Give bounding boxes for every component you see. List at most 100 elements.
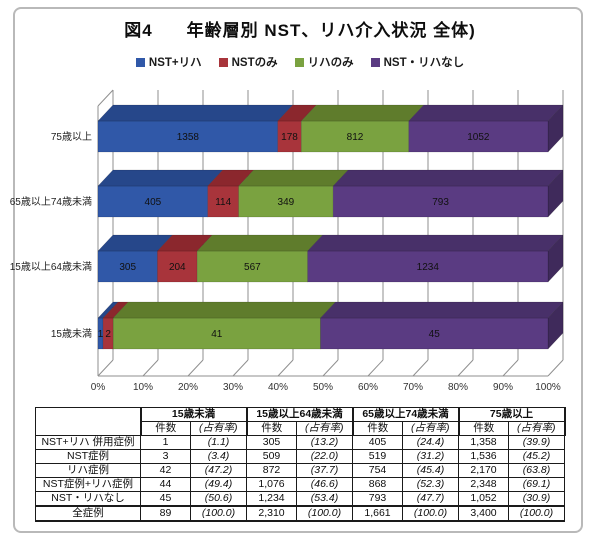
bar-top-face	[332, 169, 564, 187]
subcol-header-count: 件数	[245, 421, 297, 436]
rate-cell: (47.7)	[402, 491, 459, 507]
row-label: NST症例+リハ症例	[35, 477, 141, 492]
x-tick-label: 20%	[178, 382, 198, 393]
legend-item: NSTのみ	[218, 54, 278, 70]
row-label: 全症例	[35, 505, 141, 522]
legend-label: NST・リハなし	[383, 57, 465, 69]
count-cell: 1	[140, 435, 191, 450]
row-label: NST症例	[35, 449, 141, 464]
rate-cell: (1.1)	[190, 435, 247, 450]
bar-segment-label: 178	[281, 132, 298, 143]
count-cell: 754	[352, 463, 403, 478]
figure-title-text: 年齢層別 NST、リハ介入状況 全体)	[186, 21, 476, 40]
bar-segment	[157, 250, 198, 283]
data-table-wrap: 15歳未満 15歳以上64歳未満 65歳以上74歳未満 75歳以上 件数 (占有率) 件数(…	[35, 407, 566, 522]
bar-segment	[97, 185, 208, 218]
legend-item: NST+リハ	[135, 54, 202, 70]
rate-cell: (31.2)	[402, 449, 459, 464]
bar-segment	[238, 185, 334, 218]
count-cell: 1,661	[352, 505, 403, 522]
x-tick-label: 50%	[313, 382, 333, 393]
count-cell: 509	[246, 449, 297, 464]
count-cell: 2,170	[458, 463, 509, 478]
bar-top-face	[300, 104, 425, 122]
rate-cell: (63.8)	[508, 463, 565, 478]
legend-swatch-icon	[135, 57, 145, 67]
rate-cell: (24.4)	[402, 435, 459, 450]
rate-cell: (3.4)	[190, 449, 247, 464]
bar-segment-label: 305	[119, 262, 136, 273]
x-tick-label: 80%	[448, 382, 468, 393]
x-tick-label: 10%	[133, 382, 153, 393]
x-tick-label: 30%	[223, 382, 243, 393]
subcol-header-rate: (占有率)	[508, 421, 566, 436]
floor-slant-line	[142, 359, 159, 377]
rate-cell: (22.0)	[296, 449, 353, 464]
floor-slant-line	[97, 359, 114, 377]
bar-segment-label: 793	[432, 197, 449, 208]
legend-swatch-icon	[218, 57, 228, 67]
bar-segment	[408, 120, 549, 153]
floor-slant-line	[322, 359, 339, 377]
count-cell: 89	[140, 505, 191, 522]
bar-top-face	[319, 301, 564, 319]
floor-slant-line	[367, 359, 384, 377]
rate-cell: (45.4)	[402, 463, 459, 478]
col-group-header: 75歳以上	[457, 407, 566, 422]
count-cell: 1,358	[458, 435, 509, 450]
bar-top-face	[97, 169, 224, 187]
count-cell: 519	[352, 449, 403, 464]
bar-segment-label: 2	[105, 329, 111, 340]
row-label: リハ症例	[35, 463, 141, 478]
col-group-header: 65歳以上74歳未満	[351, 407, 459, 422]
rate-cell: (49.4)	[190, 477, 247, 492]
x-tick-label: 40%	[268, 382, 288, 393]
bar-segment-label: 1234	[417, 262, 440, 273]
bar-segment-label: 1	[98, 329, 104, 340]
count-cell: 3,400	[458, 505, 509, 522]
bar-segment	[301, 120, 410, 153]
floor-slant-line	[502, 359, 519, 377]
legend-label: リハのみ	[307, 57, 354, 69]
bar-segment-label: 567	[244, 262, 261, 273]
floor-slant-line	[277, 359, 294, 377]
table-corner-cell	[35, 407, 141, 436]
count-cell: 3	[140, 449, 191, 464]
count-cell: 793	[352, 491, 403, 507]
col-group-header: 15歳以上64歳未満	[245, 407, 353, 422]
count-cell: 45	[140, 491, 191, 507]
legend-label: NSTのみ	[231, 57, 278, 69]
bar-top-face	[196, 234, 324, 252]
left-wall-slant	[97, 89, 114, 107]
bar-segment-label: 1052	[467, 132, 490, 143]
count-cell: 44	[140, 477, 191, 492]
count-cell: 2,348	[458, 477, 509, 492]
chart-legend: NST+リハ NSTのみ リハのみ NST・リハなし	[0, 54, 600, 70]
rate-cell: (53.4)	[296, 491, 353, 507]
rate-cell: (46.6)	[296, 477, 353, 492]
bar-top-face	[408, 104, 564, 122]
x-tick-label: 60%	[358, 382, 378, 393]
floor-slant-line	[232, 359, 249, 377]
bar-top-face	[307, 234, 564, 252]
count-cell: 405	[352, 435, 403, 450]
count-cell: 1,076	[246, 477, 297, 492]
rate-cell: (13.2)	[296, 435, 353, 450]
bar-segment	[332, 185, 549, 218]
count-cell: 1,536	[458, 449, 509, 464]
rate-cell: (69.1)	[508, 477, 565, 492]
subcol-header-rate: (占有率)	[190, 421, 247, 436]
col-group-header: 15歳未満	[139, 407, 247, 422]
bar-segment	[112, 317, 321, 350]
row-label: NST+リハ 併用症例	[35, 435, 141, 450]
bar-top-face	[97, 104, 294, 122]
category-label: 65歳以上74歳未満	[10, 196, 92, 208]
x-tick-label: 0%	[91, 382, 106, 393]
x-tick-label: 100%	[535, 382, 561, 393]
legend-item: NST・リハなし	[370, 54, 465, 70]
figure-number: 図4	[124, 21, 153, 40]
count-cell: 868	[352, 477, 403, 492]
legend-swatch-icon	[294, 57, 304, 67]
row-label: NST・リハなし	[35, 491, 141, 507]
bar-segment-label: 204	[169, 262, 186, 273]
